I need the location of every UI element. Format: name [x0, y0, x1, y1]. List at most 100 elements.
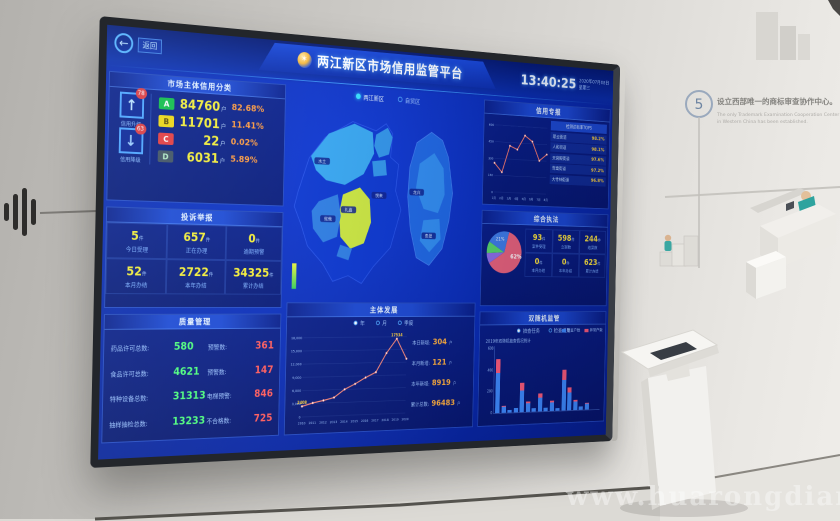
- tab-liangjiang[interactable]: 两江新区: [356, 92, 384, 103]
- svg-text:in Western China has been esta: in Western China has been established.: [717, 119, 808, 125]
- svg-text:2020: 2020: [402, 417, 409, 421]
- clock-time: 13:40:25: [520, 71, 577, 93]
- timeline-left: [39, 210, 98, 214]
- wall-illustration-desk: [746, 188, 836, 299]
- map-label: 鸳鸯: [324, 216, 332, 223]
- grade-a-count: 84760: [179, 97, 221, 115]
- credit-downgrade-indicator: ↓ 63 信用降级: [118, 123, 146, 164]
- grade-b-badge: B: [158, 114, 175, 128]
- svg-text:设立西部唯一的商标审查协作中心。: 设立西部唯一的商标审查协作中心。: [717, 96, 837, 106]
- bars: [495, 348, 601, 414]
- grade-b-percent: 11.41%: [231, 120, 264, 132]
- grade-a-badge: A: [158, 97, 175, 111]
- panel-credit-classification: 市场主体信用分类 ↑ 78 信用升级 ↓ 63 信用降级: [106, 70, 287, 207]
- title-plaque: ✶ 两江新区市场信用监管平台: [259, 41, 497, 89]
- quality-row: 食品许可总数: 4621 预警数: 147: [110, 364, 274, 379]
- panel-complaints: 投诉举报 5件 今日受理 657件 正在办理 0件 逾期预警 52件 本月办结 2722…: [104, 206, 284, 308]
- dev-stat: 本月新增: 121 户: [411, 357, 453, 368]
- clock-weekday: 星期三: [578, 85, 591, 92]
- bar: [519, 382, 525, 413]
- grade-c-percent: 0.02%: [230, 137, 258, 149]
- watermark-text: www.huarongdianzi.com: [566, 482, 840, 512]
- stat-cell: 93件 案件受理: [524, 228, 553, 254]
- svg-text:2018: 2018: [381, 418, 388, 422]
- mode-year[interactable]: 年: [353, 319, 365, 327]
- pie-label-small: 21%: [496, 237, 505, 243]
- back-arrow-icon[interactable]: ←: [114, 32, 134, 54]
- back-label[interactable]: 返回: [137, 36, 163, 54]
- bar-chart-caption: 2019年双随机抽查情况统计: [485, 338, 531, 345]
- svg-text:150: 150: [488, 173, 494, 177]
- bar-legend: 检查户数 异常户数: [561, 327, 603, 333]
- district-map[interactable]: 水土 龙兴 悦来 礼嘉 鸳鸯 鱼复: [287, 98, 480, 297]
- bar: [543, 407, 548, 412]
- grade-d-percent: 5.89%: [230, 154, 258, 166]
- report-line-chart: 600 450 300 150 01月 2月 3月 4月 5月 6月 7月 8月: [488, 123, 551, 202]
- svg-text:2016: 2016: [361, 419, 369, 423]
- bar: [507, 409, 512, 413]
- bar: [501, 406, 506, 413]
- quality-row: 药品许可总数: 580 预警数: 361: [110, 339, 275, 353]
- svg-text:2019: 2019: [392, 418, 399, 422]
- svg-text:15,000: 15,000: [291, 349, 303, 353]
- dev-stat: 本年新增: 8919 户: [411, 378, 457, 388]
- bar: [572, 399, 578, 411]
- map-label: 龙兴: [413, 189, 421, 196]
- map-district-light-nw[interactable]: [310, 120, 375, 187]
- svg-text:2012: 2012: [319, 421, 327, 425]
- grade-row-d: D 6031户 5.89%: [157, 149, 282, 170]
- svg-text:9,000: 9,000: [292, 376, 302, 380]
- stat-cell: 52件 本月办结: [105, 258, 167, 295]
- clock: 13:40:25 2020年07月08日 星期三: [521, 71, 610, 95]
- legend-swatch-red: [584, 328, 589, 332]
- svg-text:18,000: 18,000: [291, 336, 303, 340]
- bar: [513, 407, 518, 413]
- panel-credit-report: 信用专报 600 450 300 150 0 1月 2月 3月 4月 5月 6月 7月 8月 检测达标率…: [481, 99, 611, 210]
- grade-d-count: 6031: [186, 150, 220, 167]
- radio-dot-icon: [398, 96, 403, 103]
- stat-cell: 0件 逾期预警: [225, 225, 283, 261]
- svg-text:0: 0: [491, 190, 493, 194]
- pie-label-big: 62%: [510, 253, 522, 260]
- bar: [537, 393, 543, 412]
- radio-dot-icon: [397, 320, 402, 326]
- mode-month[interactable]: 月: [375, 319, 387, 327]
- svg-text:2010: 2010: [298, 421, 306, 425]
- map-district-light-mid[interactable]: [371, 159, 388, 178]
- radio-dot-icon: [353, 320, 358, 326]
- map-district-base[interactable]: [293, 118, 403, 284]
- wall-display: ← 返回 ✶ 两江新区市场信用监管平台 13:40:25 2020年07月08日…: [90, 16, 621, 468]
- panel-title: 质量管理: [104, 314, 281, 330]
- map-legend-colorbar: [291, 263, 297, 289]
- report-top5-list: 检测达标率TOP5 翠云街道 98.2% 人和街道 98.1% 天宫殿街道 97.6%…: [549, 120, 607, 205]
- dashboard: ← 返回 ✶ 两江新区市场信用监管平台 13:40:25 2020年07月08日…: [98, 24, 614, 460]
- bar: [567, 386, 572, 411]
- back-button[interactable]: ← 返回: [114, 32, 163, 56]
- grade-d-badge: D: [157, 150, 174, 163]
- svg-text:4月: 4月: [514, 196, 518, 201]
- bar: [555, 407, 560, 411]
- tab-freetrade[interactable]: 自贸区: [398, 95, 420, 105]
- svg-text:7月: 7月: [536, 197, 540, 202]
- wall-illustration-steps: [659, 234, 699, 267]
- upgrade-count-badge: 78: [135, 87, 147, 100]
- mode-inspection-task[interactable]: 抽查任务: [517, 326, 540, 334]
- map-label: 水土: [318, 158, 326, 165]
- grade-c-badge: C: [158, 132, 174, 146]
- mode-quarter[interactable]: 季度: [397, 319, 414, 327]
- panel-title: 双随机监管: [480, 312, 606, 326]
- svg-text:600: 600: [489, 123, 495, 127]
- svg-text:5月: 5月: [522, 196, 526, 201]
- stat-cell: 244件 结案数: [579, 230, 606, 255]
- map-label: 悦来: [375, 192, 383, 199]
- bar: [549, 400, 554, 411]
- panel-title: 主体发展: [287, 303, 475, 318]
- enforcement-grid: 93件 案件受理 598件 立案数 244件 结案数 0件 本月办结 0件 本年办结 62…: [524, 228, 606, 278]
- svg-text:2014: 2014: [340, 420, 348, 424]
- svg-text:17534: 17534: [391, 333, 403, 338]
- grade-c-count: 22: [203, 133, 220, 149]
- list-item: 大竹林街道 96.8%: [549, 174, 606, 187]
- legend-swatch-blue: [561, 328, 566, 333]
- svg-text:3,000: 3,000: [292, 402, 302, 406]
